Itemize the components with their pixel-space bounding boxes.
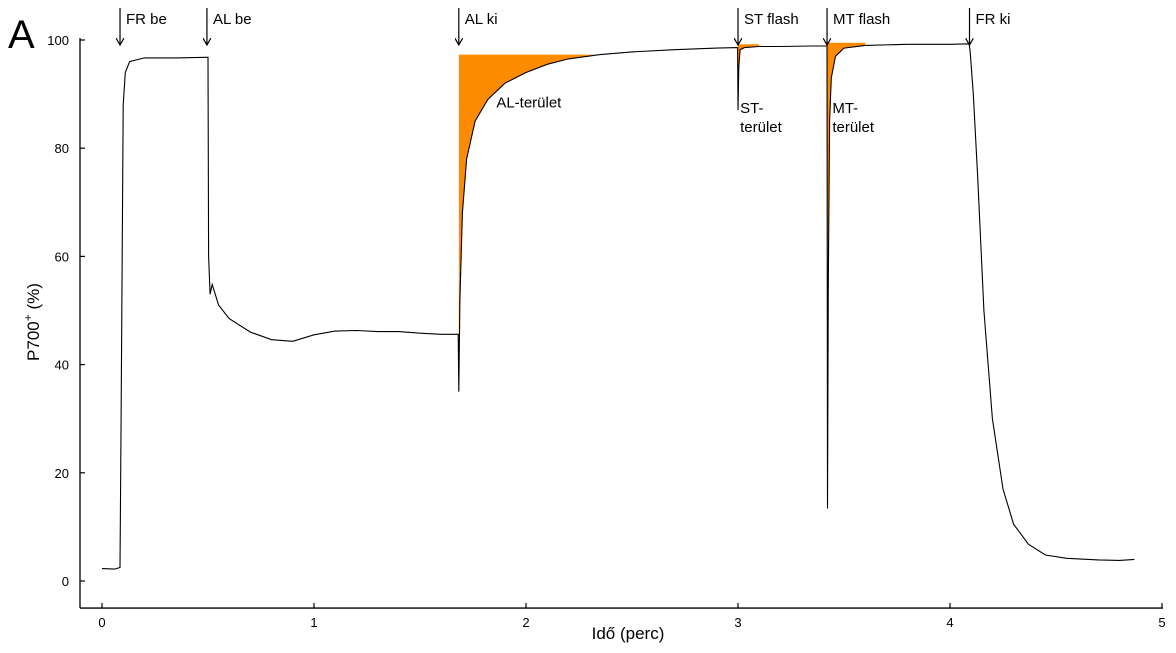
annotation-label: AL ki — [465, 11, 498, 28]
shaded-area — [458, 54, 596, 392]
region-label: ST-terület — [740, 100, 783, 136]
x-tick-label: 2 — [522, 615, 529, 630]
p700-trace-line — [101, 43, 1135, 570]
y-axis-title-superscript: + — [21, 314, 35, 321]
x-tick-label: 3 — [734, 615, 741, 630]
region-label-line: terület — [740, 119, 783, 136]
region-label-line: MT- — [832, 100, 858, 117]
x-axis-ticks: 0 1 2 3 4 5 — [98, 603, 1166, 630]
region-label: MT-terület — [832, 100, 875, 136]
y-axis-title-main: P700 — [24, 321, 43, 361]
y-axis-ticks: 0 20 40 60 80 100 — [47, 33, 85, 589]
y-axis-title: P700+ (%) — [21, 283, 43, 361]
panel-label: A — [8, 13, 35, 57]
x-tick-label: 1 — [310, 615, 317, 630]
region-label-line: AL-terület — [496, 95, 562, 112]
y-tick-label: 100 — [47, 33, 69, 48]
event-annotations: FR be AL be AL ki ST flash MT flash FR ki — [120, 8, 1011, 45]
annotation-label: MT flash — [833, 11, 890, 28]
region-label: AL-terület — [496, 95, 562, 112]
y-tick-label: 40 — [55, 358, 69, 373]
y-tick-label: 0 — [62, 574, 69, 589]
x-tick-label: 5 — [1158, 615, 1165, 630]
region-label-line: ST- — [740, 100, 763, 117]
y-tick-label: 80 — [55, 141, 69, 156]
annotation-label: ST flash — [744, 11, 799, 28]
annotation-label: FR be — [126, 11, 167, 28]
annotation-label: FR ki — [976, 11, 1011, 28]
y-tick-label: 60 — [55, 249, 69, 264]
x-tick-label: 4 — [946, 615, 953, 630]
x-tick-label: 0 — [98, 615, 105, 630]
y-axis-title-unit: (%) — [24, 283, 43, 314]
y-tick-label: 20 — [55, 466, 69, 481]
x-axis-title: Idő (perc) — [592, 624, 665, 643]
annotation-label: AL be — [213, 11, 252, 28]
region-label-line: terület — [832, 119, 875, 136]
shaded-areas — [458, 42, 866, 509]
